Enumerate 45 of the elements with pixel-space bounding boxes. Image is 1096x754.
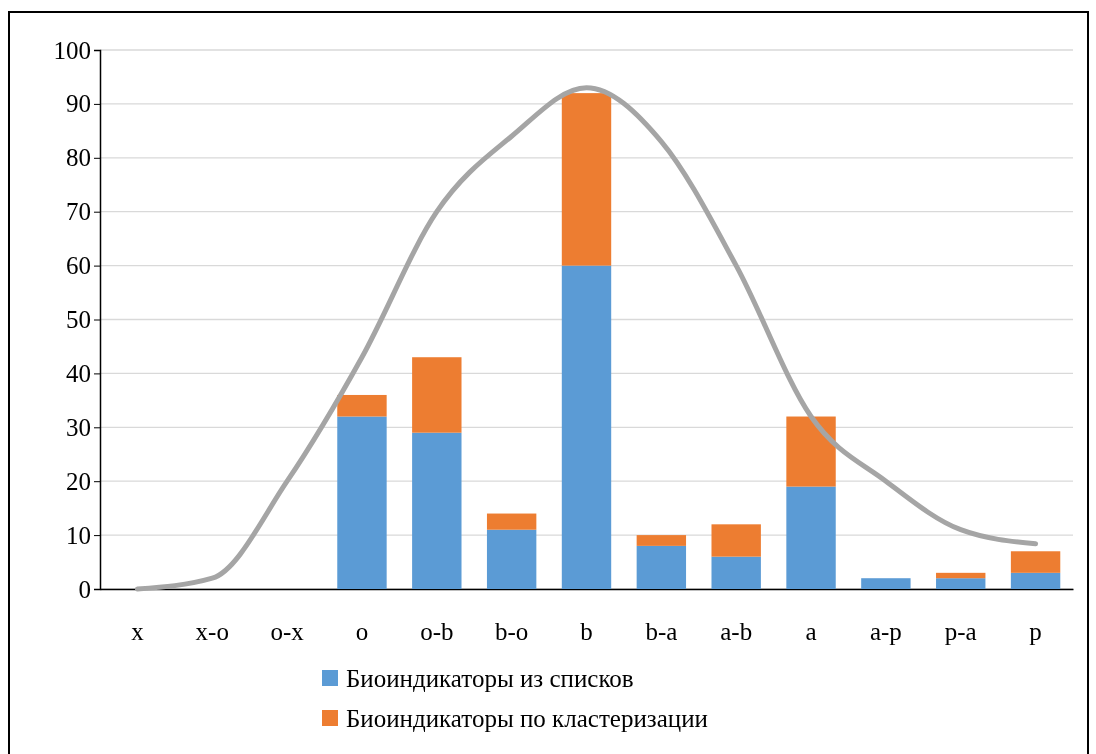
y-tick-label: 90 <box>66 90 91 118</box>
y-tick-label: 30 <box>66 413 91 441</box>
bar <box>1010 572 1061 589</box>
bar <box>636 545 687 589</box>
legend-label: Биоиндикаторы из списков <box>346 665 634 692</box>
bar <box>486 529 537 589</box>
y-tick-label: 0 <box>78 575 91 603</box>
bar <box>936 572 986 579</box>
y-tick-label: 50 <box>66 306 91 333</box>
bar <box>786 416 836 487</box>
y-tick-label: 40 <box>66 359 91 387</box>
x-tick-label: o-x <box>270 617 305 645</box>
bar <box>636 535 687 546</box>
bar <box>412 357 462 433</box>
x-tick-label: p-a <box>944 617 977 645</box>
x-tick-label: a-p <box>869 617 902 645</box>
x-tick-label: o <box>355 617 369 645</box>
x-tick-label: b-o <box>494 617 529 645</box>
y-tick-label: 80 <box>66 144 91 172</box>
y-tick-label: 20 <box>66 467 91 495</box>
x-tick-label: b <box>580 617 593 645</box>
bar <box>486 513 537 530</box>
bar <box>711 556 761 589</box>
bar <box>337 394 387 417</box>
x-tick-label: x-o <box>195 617 229 645</box>
x-tick-label: o-b <box>420 617 454 645</box>
x-tick-label: b-a <box>645 617 678 645</box>
bar <box>561 265 612 589</box>
x-tick-label: a <box>805 617 817 645</box>
bar <box>561 93 612 266</box>
y-tick-label: 100 <box>53 36 91 64</box>
bar <box>1010 551 1061 573</box>
x-tick-label: x <box>131 617 145 645</box>
y-tick-label: 60 <box>66 252 91 280</box>
legend-label: Биоиндикаторы по кластеризации <box>346 705 708 732</box>
x-tick-label: p <box>1029 617 1042 645</box>
bar <box>412 432 462 589</box>
bar <box>936 578 986 589</box>
bar <box>786 486 836 589</box>
bar <box>337 416 387 589</box>
bar <box>861 578 911 589</box>
x-tick-label: a-b <box>720 617 753 645</box>
bar <box>711 524 761 557</box>
y-tick-label: 10 <box>66 521 91 549</box>
y-tick-label: 70 <box>66 198 91 226</box>
